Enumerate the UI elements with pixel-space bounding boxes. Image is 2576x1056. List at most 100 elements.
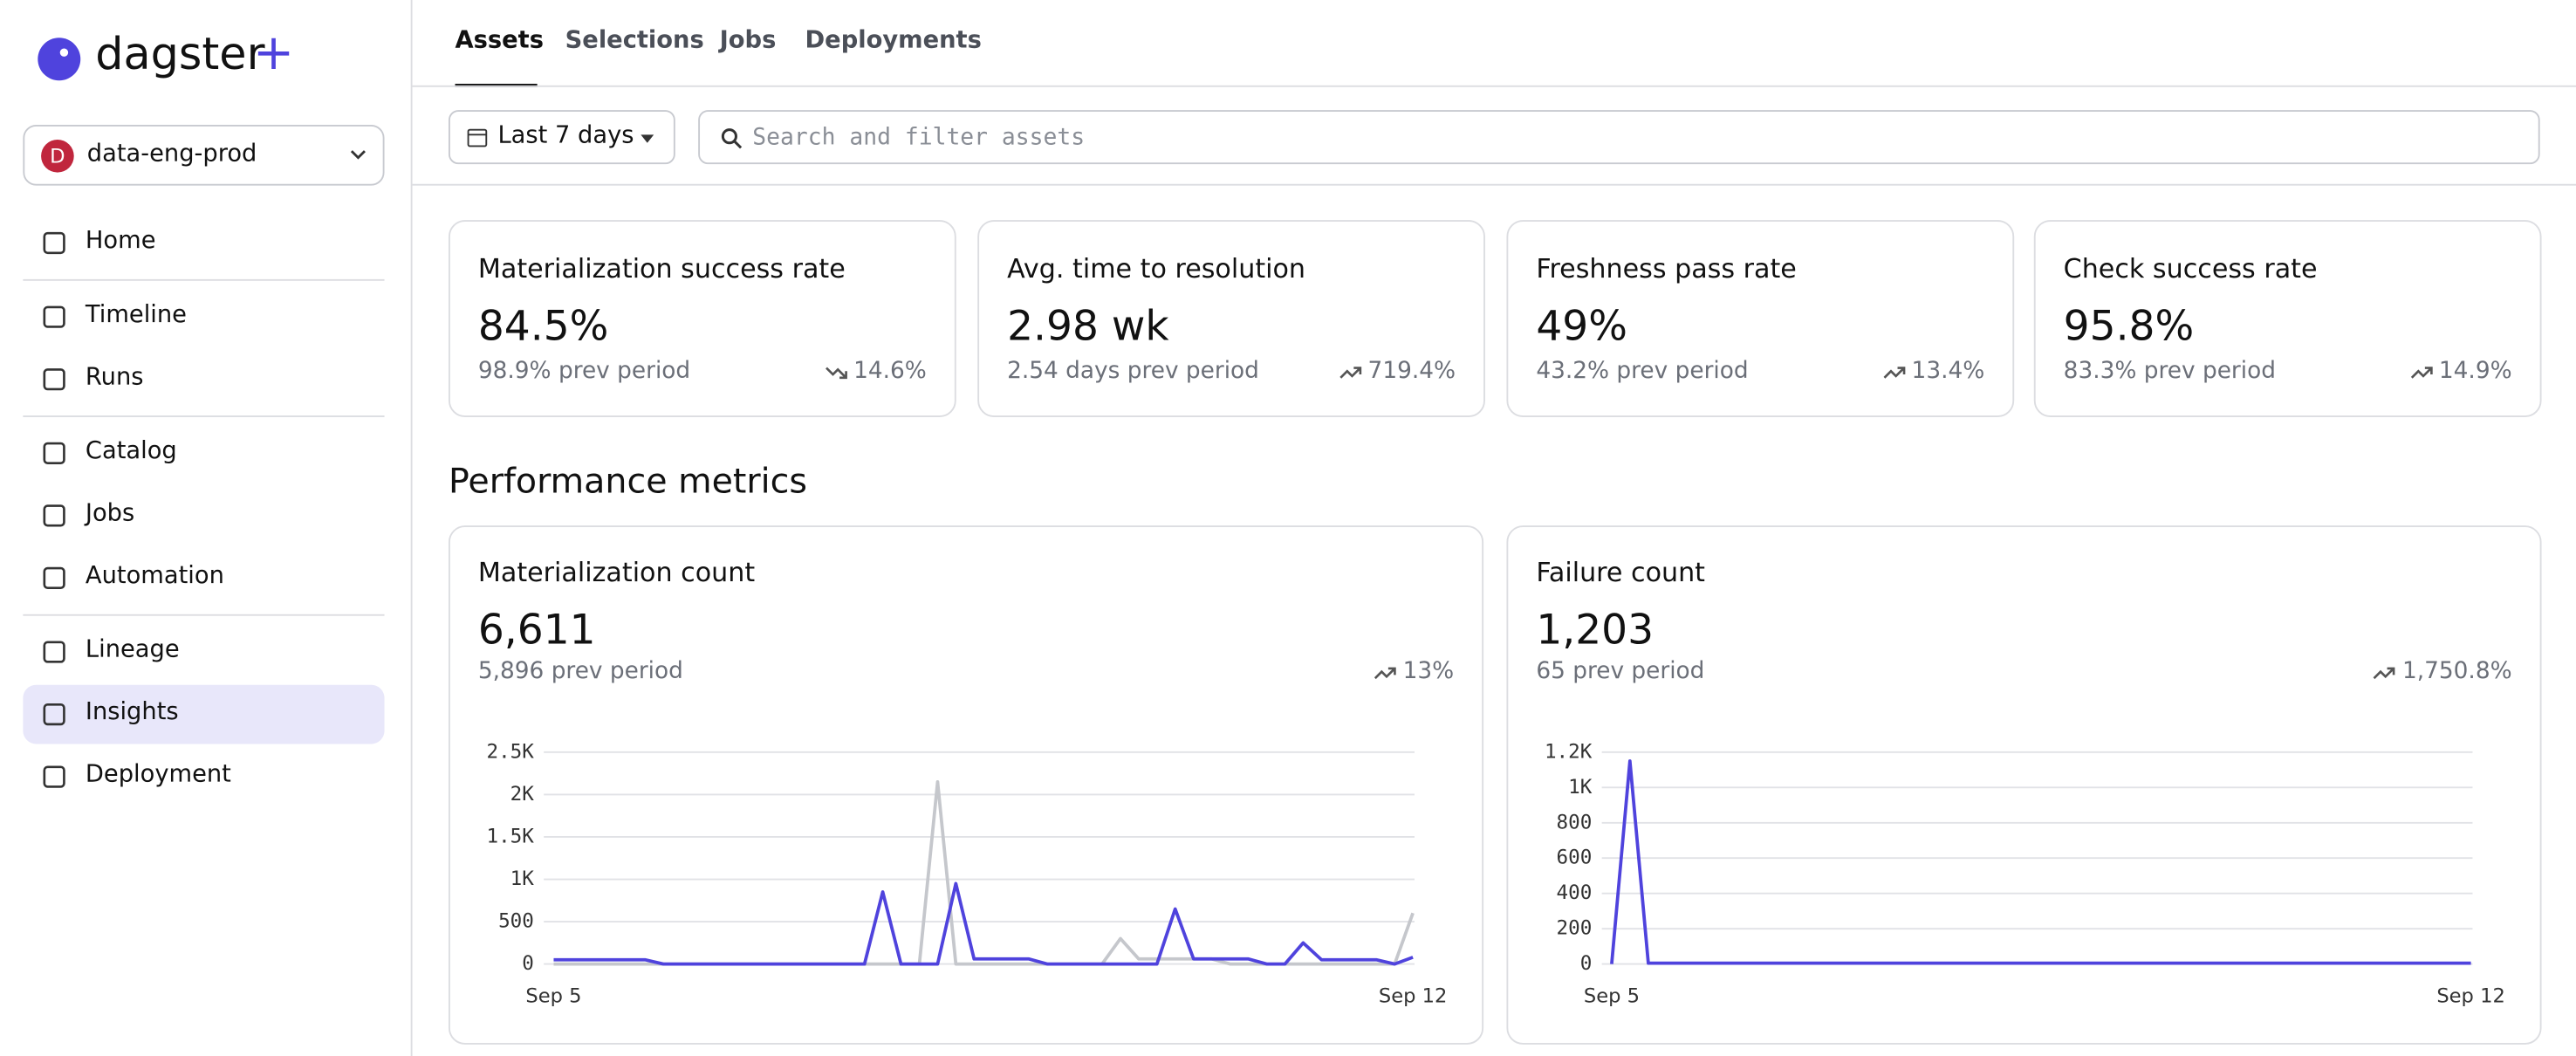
nav-icon [43, 305, 65, 328]
icon-shape [1882, 367, 1905, 379]
icon-shape [43, 442, 65, 464]
section-title: Performance metrics [448, 461, 808, 501]
chart-card: Failure count 1,203 65 prev period 1,750.8%… [1506, 525, 2542, 1045]
search-placeholder: Search and filter assets [752, 125, 1086, 152]
kpi-prev: 43.2% prev period [1536, 358, 1749, 385]
nav-item[interactable]: Lineage [23, 622, 384, 682]
icon-shape [2409, 367, 2432, 379]
caret [641, 134, 654, 143]
chart-change: 13% [1402, 658, 1455, 685]
nav-label: Lineage [85, 637, 180, 664]
y-tick-label: 600 [1557, 847, 1593, 869]
divider [23, 278, 385, 281]
nav-label: Automation [85, 563, 224, 590]
kpi-title: Check success rate [2063, 252, 2318, 285]
trend-icon [1882, 367, 1905, 379]
chart-prev: 65 prev period [1536, 658, 1705, 685]
trend-icon [1339, 367, 1361, 379]
x-tick-label: Sep 5 [525, 985, 581, 1008]
chart-title: Failure count [1536, 556, 1706, 588]
icon-shape [2374, 667, 2395, 680]
nav-item[interactable]: Jobs [23, 486, 384, 545]
workspace-avatar: D [41, 139, 74, 173]
x-tick-label: Sep 12 [1379, 985, 1447, 1008]
nav-item[interactable]: Runs [23, 350, 384, 409]
y-tick-label: 0 [1580, 952, 1593, 975]
kpi-prev: 83.3% prev period [2063, 358, 2276, 385]
kpi-change: 719.4% [1367, 358, 1456, 385]
y-tick-label: 200 [1557, 917, 1593, 940]
nav-item[interactable]: Automation [23, 549, 384, 608]
trend-icon [1374, 667, 1396, 680]
nav-icon [43, 368, 65, 391]
logo: dagster [95, 29, 265, 81]
divider [23, 415, 385, 417]
y-tick-label: 1K [510, 867, 535, 890]
kpi-change: 14.9% [2438, 358, 2512, 385]
nav-item[interactable]: Home [23, 214, 384, 273]
kpi-card: Materialization success rate 84.5% 98.9% p… [448, 220, 956, 417]
divider [412, 85, 2576, 87]
trend-icon [2409, 367, 2432, 379]
date-range-button[interactable]: Last 7 days [448, 110, 675, 165]
x-tick-label: Sep 5 [1584, 985, 1640, 1008]
icon-shape [43, 305, 65, 328]
kpi-prev: 2.54 days prev period [1007, 358, 1259, 385]
chart: 0 200 400 600 800 1K 1.2K Sep 5 Sep 12 [1545, 740, 2505, 1008]
icon-shape [43, 765, 65, 788]
nav-icon [43, 504, 65, 527]
nav-item[interactable]: Catalog [23, 424, 384, 483]
y-tick-label: 800 [1557, 811, 1593, 833]
chart-title: Materialization count [477, 556, 756, 588]
x-tick-label: Sep 12 [2436, 985, 2504, 1008]
icon-shape [1374, 667, 1396, 680]
kpi-value: 2.98 wk [1007, 302, 1169, 350]
search-input[interactable]: Search and filter assets [698, 110, 2540, 165]
nav-icon [43, 765, 65, 788]
workspace-name: data-eng-prod [86, 141, 257, 168]
nav-label: Timeline [85, 302, 187, 329]
tab[interactable]: Jobs [719, 27, 777, 55]
nav-item[interactable]: Insights [23, 684, 385, 744]
chart-change: 1,750.8% [2401, 658, 2512, 685]
icon-shape [43, 504, 65, 527]
icon-shape [1339, 367, 1361, 379]
icon-shape [43, 566, 65, 590]
icon-shape [43, 231, 65, 255]
nav-item[interactable]: Timeline [23, 287, 384, 346]
nav-label: Catalog [85, 438, 177, 465]
nav-icon [43, 231, 65, 255]
nav-label: Runs [85, 364, 144, 391]
workspace-select[interactable]: D data-eng-prod [23, 125, 385, 186]
kpi-title: Materialization success rate [477, 252, 846, 285]
kpi-change: 13.4% [1911, 358, 1985, 385]
kpi-card: Avg. time to resolution 2.98 wk 2.54 days … [977, 220, 1485, 417]
chart-prev: 5,896 prev period [477, 658, 683, 685]
chart: 0 500 1K 1.5K 2K 2.5K Sep 5 Sep 12 [486, 740, 1447, 1008]
series-line [553, 780, 1415, 966]
y-tick-label: 1.2K [1545, 740, 1593, 763]
sidebar [0, 0, 413, 1056]
trend-icon [2374, 667, 2395, 680]
chart-card: Materialization count 6,611 5,896 prev per… [448, 525, 1484, 1045]
kpi-value: 95.8% [2063, 302, 2195, 350]
calendar-icon [467, 128, 488, 147]
nav-item[interactable]: Deployment [23, 747, 384, 806]
tab[interactable]: Selections [565, 27, 704, 55]
nav-icon [43, 703, 65, 726]
nav-label: Deployment [85, 762, 231, 789]
kpi-prev: 98.9% prev period [477, 358, 691, 385]
trend-icon [825, 367, 846, 380]
date-range: Last 7 days [497, 123, 634, 150]
chart-value: 6,611 [477, 606, 596, 654]
y-tick-label: 500 [498, 910, 534, 933]
nav-label: Insights [85, 699, 179, 726]
chart-value: 1,203 [1536, 606, 1655, 654]
tab[interactable]: Deployments [805, 27, 982, 55]
kpi-change: 14.6% [853, 358, 927, 385]
icon-shape [43, 641, 65, 663]
search-icon [721, 128, 743, 149]
tab[interactable]: Assets [455, 27, 544, 55]
